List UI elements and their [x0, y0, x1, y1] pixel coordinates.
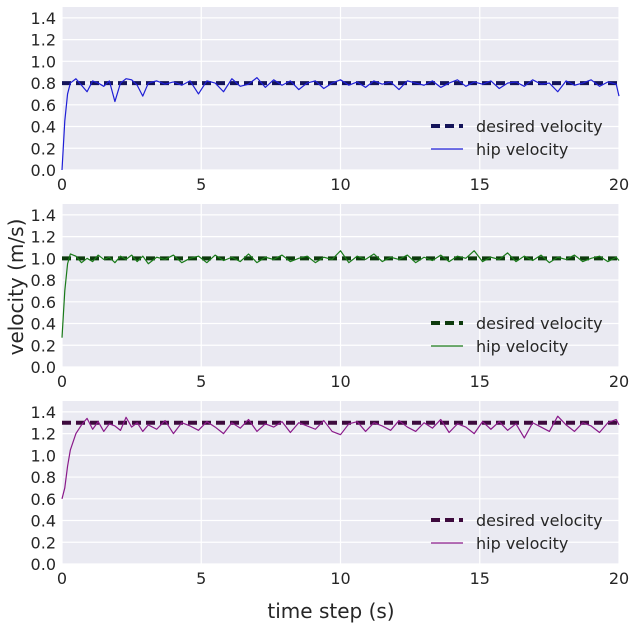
- legend-label: hip velocity: [476, 534, 568, 553]
- x-tick-label: 10: [330, 175, 350, 194]
- subplot-2: 0.0 0.2 0.4 0.6 0.8 1.0 1.2 1.4 0 5 10 15 20 desired …: [31, 204, 629, 391]
- y-tick-label: 0.8: [31, 468, 56, 487]
- legend-label: hip velocity: [476, 140, 568, 159]
- legend: desired velocity hip velocity: [431, 314, 603, 356]
- x-tick-label: 15: [470, 175, 490, 194]
- y-tick-label: 0.4: [31, 118, 56, 137]
- y-tick-label: 0.4: [31, 512, 56, 531]
- x-axis-label: time step (s): [267, 599, 394, 623]
- subplot-1: 0.0 0.2 0.4 0.6 0.8 1.0 1.2 1.4 0 5 10 15 20 desired …: [31, 7, 629, 194]
- y-tick-label: 0.2: [31, 336, 56, 355]
- y-tick-label: 0.8: [31, 74, 56, 93]
- x-tick-label: 10: [330, 372, 350, 391]
- legend-label: desired velocity: [476, 117, 603, 136]
- y-tick-label: 1.2: [31, 31, 56, 50]
- x-tick-label: 5: [196, 569, 206, 588]
- y-tick-label: 0.4: [31, 315, 56, 334]
- legend-label: desired velocity: [476, 511, 603, 530]
- y-tick-label: 0.0: [31, 555, 56, 574]
- y-axis-label: velocity (m/s): [4, 219, 28, 356]
- y-tick-label: 1.4: [31, 403, 56, 422]
- y-tick-label: 1.0: [31, 249, 56, 268]
- y-tick-label: 1.4: [31, 9, 56, 28]
- y-tick-label: 1.2: [31, 425, 56, 444]
- legend-label: desired velocity: [476, 314, 603, 333]
- x-tick-label: 0: [57, 175, 67, 194]
- y-tick-label: 0.0: [31, 161, 56, 180]
- y-tick-label: 1.0: [31, 52, 56, 71]
- y-tick-label: 0.6: [31, 293, 56, 312]
- x-tick-label: 5: [196, 372, 206, 391]
- x-tick-label: 10: [330, 569, 350, 588]
- hip-velocity-line: [61, 415, 620, 499]
- hip-velocity-line: [61, 77, 620, 171]
- legend: desired velocity hip velocity: [431, 511, 603, 553]
- x-tick-label: 15: [470, 569, 490, 588]
- hip-velocity-line: [61, 250, 620, 338]
- x-tick-label: 20: [609, 175, 629, 194]
- x-tick-label: 5: [196, 175, 206, 194]
- legend: desired velocity hip velocity: [431, 117, 603, 159]
- x-tick-label: 0: [57, 372, 67, 391]
- x-tick-label: 20: [609, 569, 629, 588]
- x-tick-label: 20: [609, 372, 629, 391]
- y-tick-label: 1.0: [31, 446, 56, 465]
- y-tick-label: 1.2: [31, 228, 56, 247]
- y-tick-label: 1.4: [31, 206, 56, 225]
- subplot-3: 0.0 0.2 0.4 0.6 0.8 1.0 1.2 1.4 0 5 10 15 20 desired …: [31, 401, 629, 588]
- legend-label: hip velocity: [476, 337, 568, 356]
- y-tick-label: 0.6: [31, 490, 56, 509]
- y-tick-label: 0.6: [31, 96, 56, 115]
- x-tick-label: 0: [57, 569, 67, 588]
- y-tick-label: 0.8: [31, 271, 56, 290]
- y-tick-label: 0.2: [31, 139, 56, 158]
- x-tick-label: 15: [470, 372, 490, 391]
- y-tick-label: 0.0: [31, 358, 56, 377]
- y-tick-label: 0.2: [31, 533, 56, 552]
